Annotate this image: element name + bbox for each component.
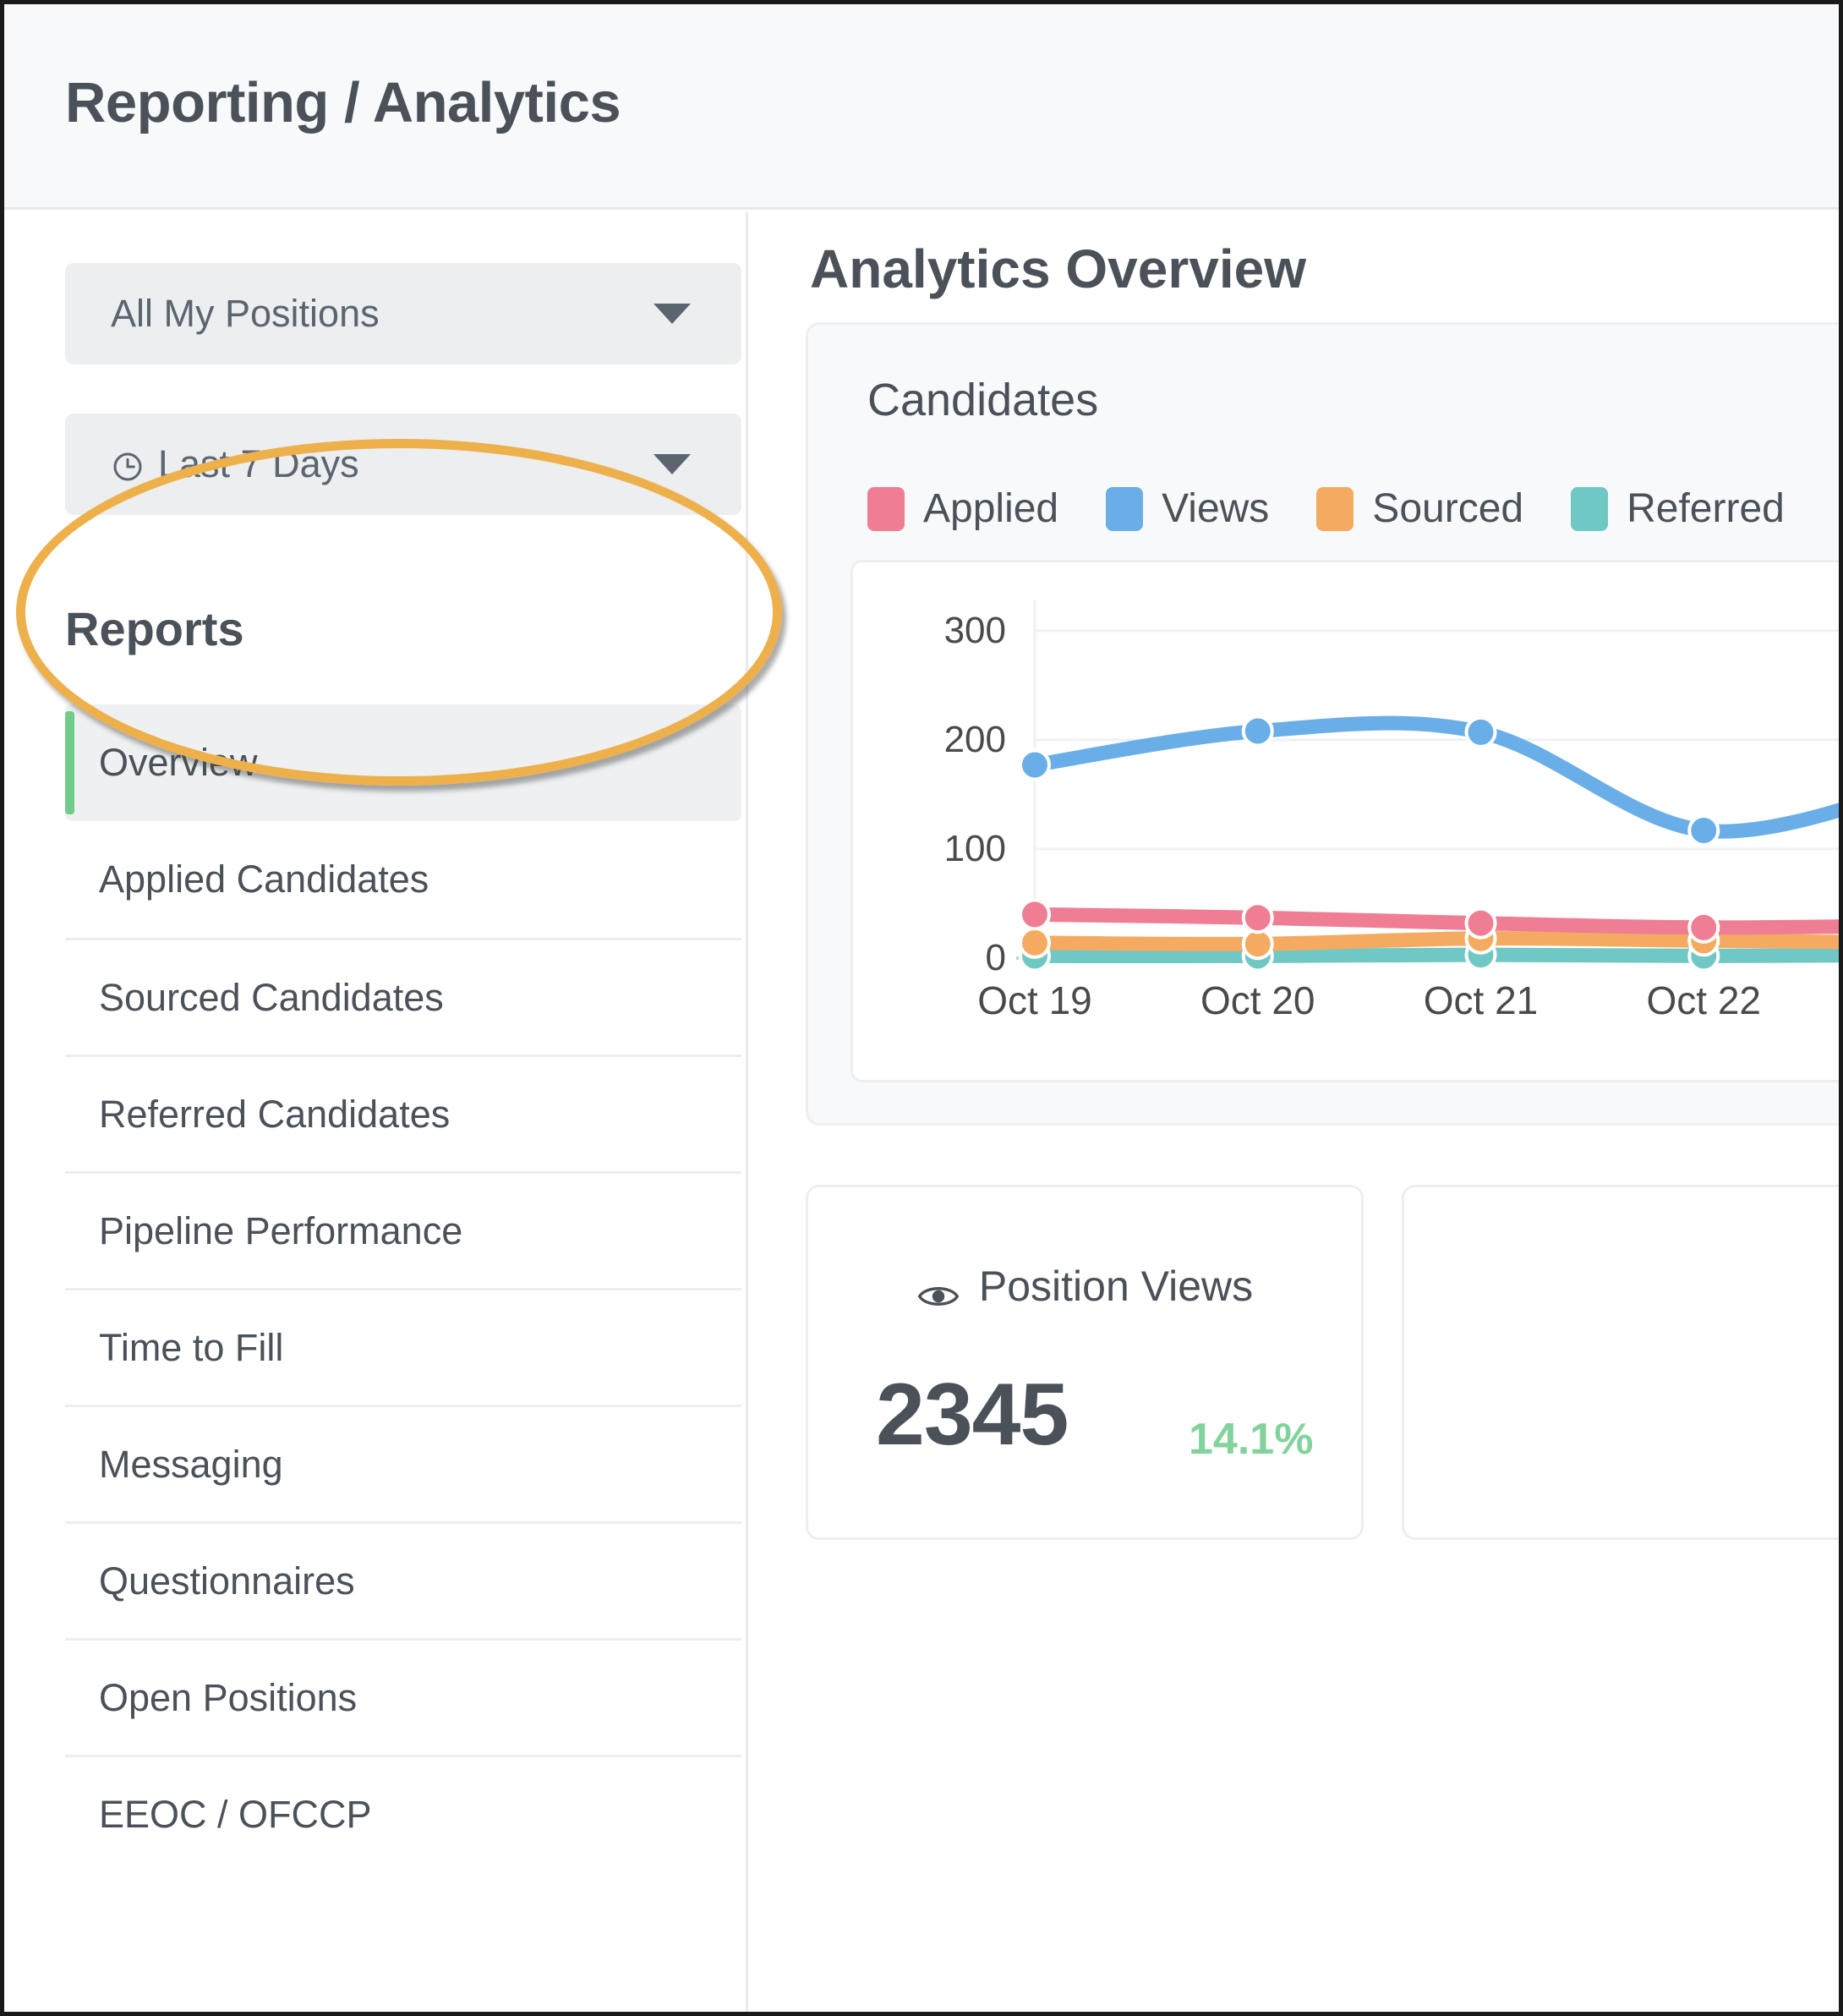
legend-swatch-applied (867, 486, 905, 531)
sidebar-item-label: Time to Fill (99, 1325, 284, 1369)
sidebar-item-sourced-candidates[interactable]: Sourced Candidates (65, 938, 741, 1055)
data-point-applied (1241, 901, 1274, 934)
data-point-views (1019, 748, 1051, 781)
y-axis-tick-label: 300 (944, 610, 1006, 651)
sidebar-item-applied-candidates[interactable]: Applied Candidates (65, 821, 741, 938)
sidebar-item-messaging[interactable]: Messaging (65, 1405, 741, 1521)
sidebar-item-label: Sourced Candidates (99, 975, 444, 1019)
positions-filter-label: All My Positions (111, 292, 380, 335)
sidebar-item-label: Applied Candidates (99, 857, 429, 901)
legend-swatch-views (1106, 486, 1144, 531)
sidebar-item-label: Messaging (99, 1442, 283, 1486)
data-point-views (1464, 715, 1497, 748)
chevron-down-icon (654, 304, 691, 324)
date-range-filter-dropdown[interactable]: Last 7 Days (65, 414, 741, 515)
data-point-views (1687, 814, 1720, 846)
main-content: Analytics Overview Candidates Applied Vi… (751, 212, 1839, 2012)
legend-label-sourced: Sourced (1372, 486, 1524, 531)
candidates-chart-card: Candidates Applied Views Sourced Referre… (806, 322, 1839, 1126)
reports-heading: Reports (65, 602, 244, 655)
legend-swatch-sourced (1316, 486, 1354, 531)
data-point-applied (1687, 911, 1720, 944)
sidebar-item-label: Open Positions (99, 1675, 358, 1719)
data-point-sourced (1241, 928, 1274, 961)
sidebar-item-label: Referred Candidates (99, 1092, 451, 1136)
data-point-views (1241, 715, 1274, 748)
kpi-card-secondary[interactable] (1402, 1185, 1839, 1540)
kpi-label: Position Views (978, 1263, 1254, 1310)
sidebar-item-questionnaires[interactable]: Questionnaires (65, 1521, 741, 1638)
sidebar-item-pipeline-performance[interactable]: Pipeline Performance (65, 1171, 741, 1288)
section-title: Analytics Overview (810, 238, 1306, 299)
x-axis-tick-label: Oct 21 (1424, 978, 1539, 1022)
eye-icon (916, 1272, 960, 1306)
chart-legend: Applied Views Sourced Referred (867, 485, 1832, 532)
data-point-applied (1019, 898, 1051, 931)
sidebar-item-eeoc-ofccp[interactable]: EEOC / OFCCP (65, 1755, 741, 1871)
legend-item-applied[interactable]: Applied (867, 485, 1058, 532)
legend-label-applied: Applied (923, 486, 1059, 531)
sidebar-item-label: Questionnaires (99, 1559, 355, 1602)
x-axis-tick-label: Oct 20 (1200, 978, 1315, 1022)
sidebar: All My Positions Last 7 Days Reports Ove… (4, 212, 782, 2012)
chevron-down-icon (654, 454, 691, 474)
y-axis-tick-label: 100 (944, 828, 1006, 869)
sidebar-item-label: Pipeline Performance (99, 1208, 463, 1252)
sidebar-item-referred-candidates[interactable]: Referred Candidates (65, 1055, 741, 1171)
y-axis-tick-label: 200 (944, 719, 1006, 760)
data-point-sourced (1019, 926, 1051, 959)
sidebar-item-label: Overview (99, 741, 258, 784)
x-axis-tick-label: Oct 19 (977, 978, 1092, 1022)
date-range-filter-label: Last 7 Days (158, 442, 359, 485)
legend-label-referred: Referred (1627, 486, 1785, 531)
sidebar-item-label: EEOC / OFCCP (99, 1792, 372, 1836)
kpi-header: Position Views (808, 1262, 1361, 1311)
x-axis-tick-label: Oct 22 (1646, 978, 1761, 1022)
sidebar-item-time-to-fill[interactable]: Time to Fill (65, 1288, 741, 1405)
sidebar-item-overview[interactable]: Overview (65, 704, 741, 821)
page-header: Reporting / Analytics (4, 4, 1839, 210)
date-range-filter-row: Last 7 Days (111, 442, 359, 486)
sidebar-item-open-positions[interactable]: Open Positions (65, 1638, 741, 1755)
data-point-applied (1464, 907, 1497, 940)
page-title: Reporting / Analytics (65, 71, 621, 134)
legend-item-views[interactable]: Views (1106, 485, 1269, 532)
clock-icon (111, 449, 145, 483)
kpi-value: 2345 (876, 1366, 1069, 1464)
kpi-delta: 14.1% (1189, 1415, 1314, 1464)
kpi-card-position-views[interactable]: Position Views 2345 14.1% (806, 1185, 1364, 1540)
legend-swatch-referred (1571, 486, 1609, 531)
legend-label-views: Views (1162, 486, 1270, 531)
positions-filter-dropdown[interactable]: All My Positions (65, 263, 741, 364)
legend-item-referred[interactable]: Referred (1571, 485, 1785, 532)
reports-list: Overview Applied Candidates Sourced Cand… (65, 704, 741, 1871)
legend-item-sourced[interactable]: Sourced (1316, 485, 1523, 532)
chart-title: Candidates (867, 375, 1099, 425)
y-axis-tick-label: 0 (986, 937, 1006, 978)
